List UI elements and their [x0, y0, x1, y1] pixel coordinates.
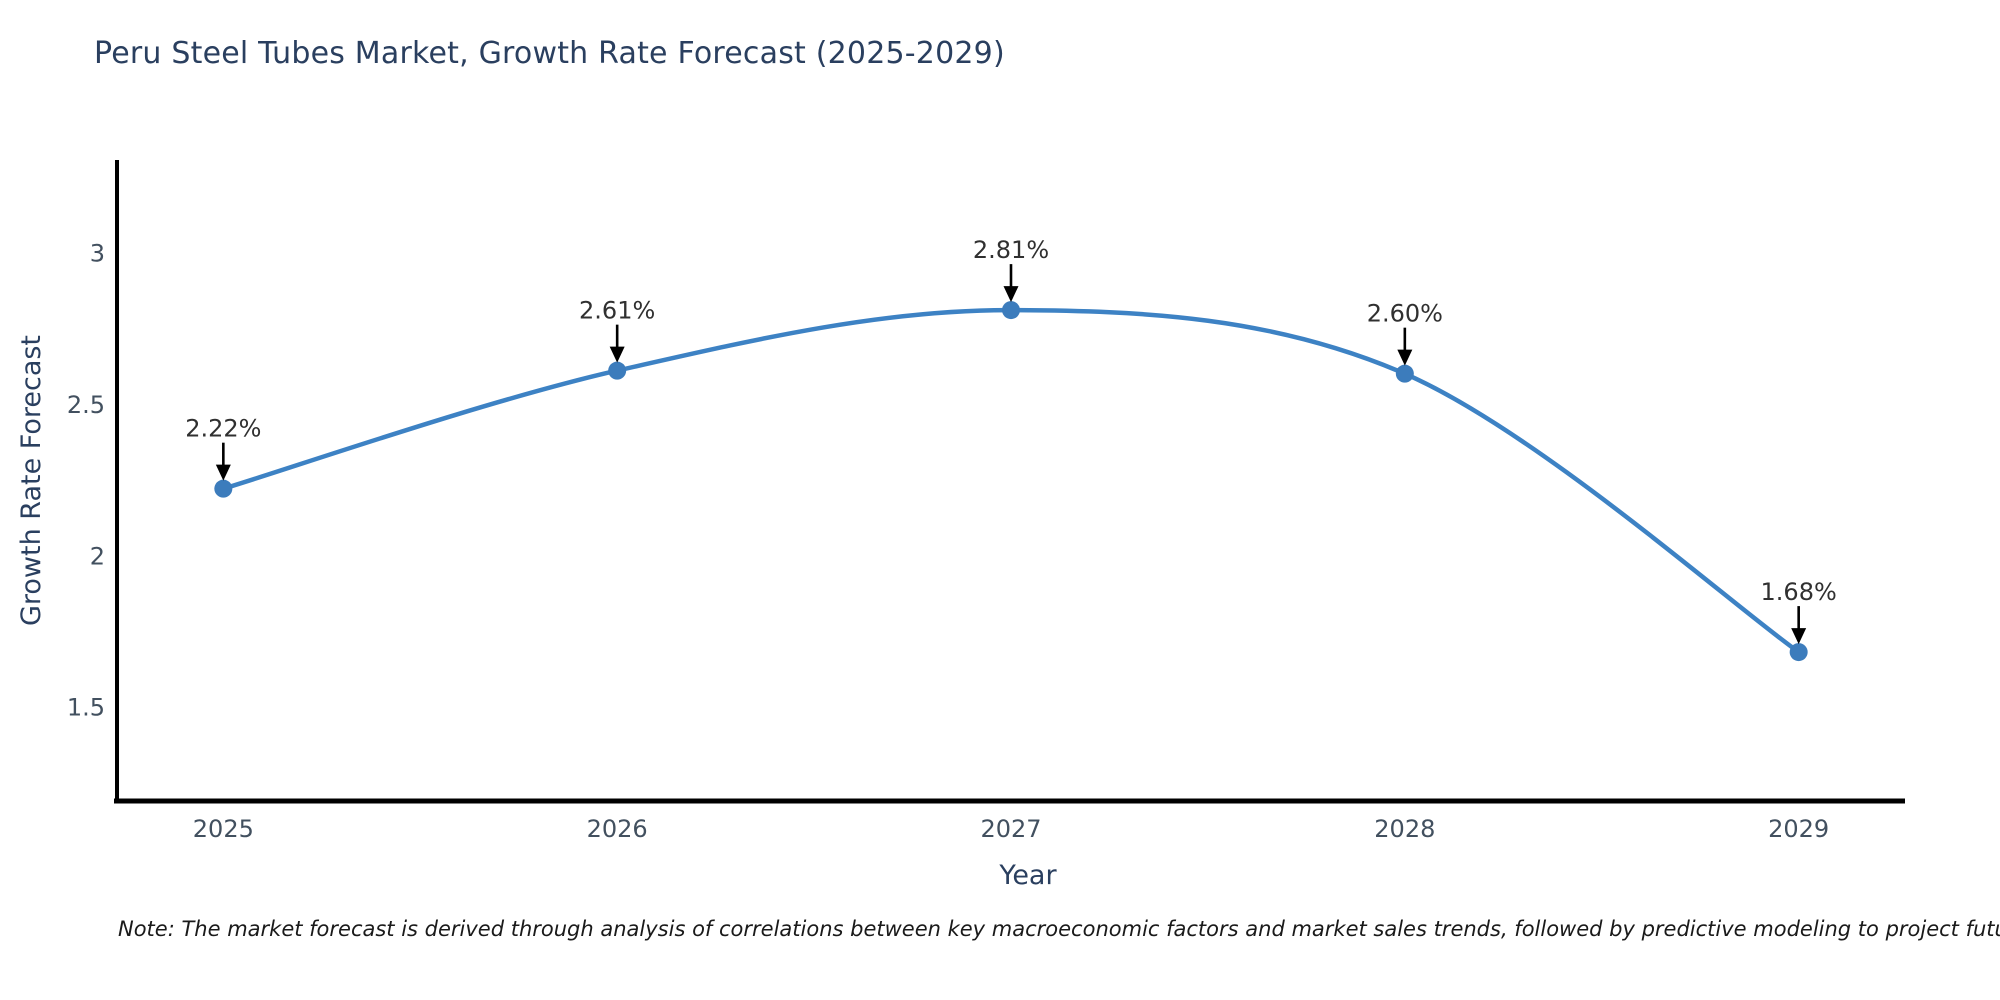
forecast-line [221, 307, 1801, 655]
y-axis-title: Growth Rate Forecast [16, 335, 47, 626]
x-tick-label: 2027 [980, 815, 1041, 843]
y-tick-label: 2.5 [67, 391, 105, 419]
y-tick-label: 1.5 [67, 694, 105, 722]
x-tick-label: 2029 [1768, 815, 1829, 843]
data-point-label: 2.22% [185, 415, 261, 443]
annotation-arrow-head [1003, 286, 1019, 303]
annotation-arrow-head [609, 346, 625, 363]
annotation-arrow-head [215, 464, 231, 481]
chart-footnote: Note: The market forecast is derived thr… [118, 917, 2000, 941]
y-tick-label: 2 [90, 542, 105, 570]
annotation-arrow-head [1791, 628, 1807, 645]
data-point-marker [608, 361, 627, 380]
x-tick-label: 2026 [587, 815, 648, 843]
data-point-marker [214, 479, 233, 498]
chart-title: Peru Steel Tubes Market, Growth Rate For… [94, 36, 1005, 71]
annotation-arrow-head [1397, 349, 1413, 366]
x-tick-label: 2025 [193, 815, 254, 843]
data-point-label: 2.61% [579, 297, 655, 325]
data-point-label: 2.81% [973, 236, 1049, 264]
data-point-marker [1395, 364, 1414, 383]
data-point-marker [1789, 643, 1808, 662]
x-tick-label: 2028 [1374, 815, 1435, 843]
y-tick-label: 3 [90, 240, 105, 268]
data-point-label: 1.68% [1761, 578, 1837, 606]
x-axis-title: Year [998, 860, 1057, 891]
data-point-marker [1002, 301, 1020, 320]
data-point-label: 2.60% [1367, 300, 1443, 328]
